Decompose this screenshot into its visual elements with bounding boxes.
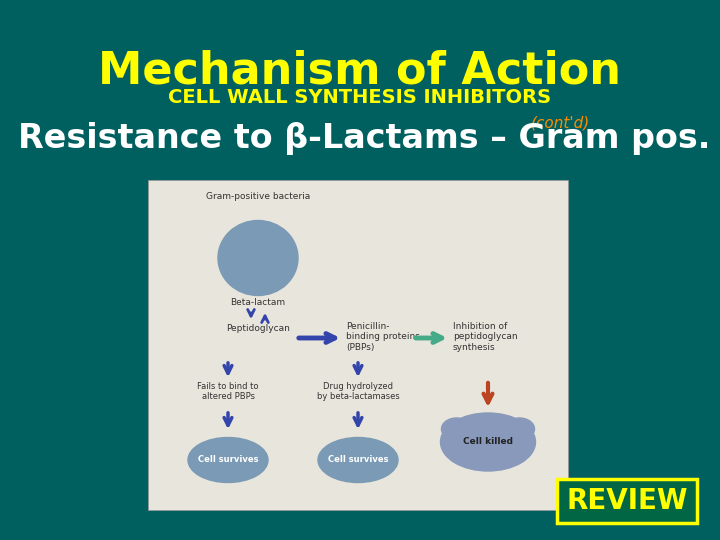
- Text: Fails to bind to
altered PBPs: Fails to bind to altered PBPs: [197, 382, 258, 401]
- Text: Cell killed: Cell killed: [463, 437, 513, 447]
- Text: Resistance to β-Lactams – Gram pos.: Resistance to β-Lactams – Gram pos.: [18, 122, 711, 155]
- Ellipse shape: [188, 437, 268, 483]
- Text: Gram-positive bacteria: Gram-positive bacteria: [206, 192, 310, 201]
- Text: Beta-lactam: Beta-lactam: [230, 298, 286, 307]
- Ellipse shape: [505, 418, 534, 440]
- Text: Cell survives: Cell survives: [328, 456, 388, 464]
- Text: Mechanism of Action: Mechanism of Action: [99, 50, 621, 93]
- FancyBboxPatch shape: [557, 479, 697, 523]
- Ellipse shape: [318, 437, 398, 483]
- Ellipse shape: [473, 447, 503, 469]
- Text: REVIEW: REVIEW: [566, 487, 688, 515]
- Text: Inhibition of
peptidoglycan
synthesis: Inhibition of peptidoglycan synthesis: [453, 322, 518, 352]
- Ellipse shape: [218, 220, 298, 295]
- Bar: [148, 180, 568, 510]
- Ellipse shape: [441, 418, 472, 440]
- Text: Drug hydrolyzed
by beta-lactamases: Drug hydrolyzed by beta-lactamases: [317, 382, 400, 401]
- Text: Cell survives: Cell survives: [198, 456, 258, 464]
- Text: Peptidoglycan: Peptidoglycan: [226, 324, 290, 333]
- Text: (cont'd): (cont'd): [531, 116, 590, 131]
- Text: Penicillin-
binding proteins
(PBPs): Penicillin- binding proteins (PBPs): [346, 322, 420, 352]
- Text: CELL WALL SYNTHESIS INHIBITORS: CELL WALL SYNTHESIS INHIBITORS: [168, 88, 552, 107]
- Ellipse shape: [441, 413, 536, 471]
